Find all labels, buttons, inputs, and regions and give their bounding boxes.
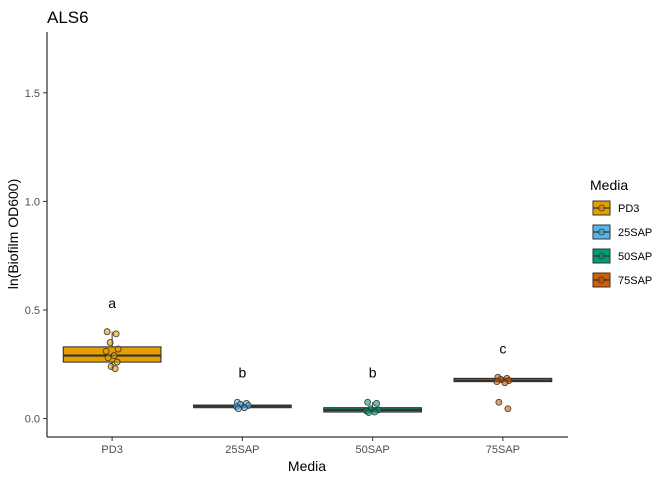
data-point <box>240 404 248 412</box>
data-point <box>493 378 501 386</box>
x-tick-label: 25SAP <box>225 444 259 456</box>
legend-label: 50SAP <box>618 251 652 263</box>
data-point <box>373 399 381 407</box>
data-point <box>113 358 121 366</box>
legend-label: 75SAP <box>618 275 652 287</box>
legend-label: PD3 <box>618 203 639 215</box>
x-tick-label: 75SAP <box>486 444 520 456</box>
legend-swatch-point <box>598 276 605 284</box>
x-tick-label: 50SAP <box>356 444 390 456</box>
legend-item-75sap: 75SAP <box>592 272 652 288</box>
legend-swatch-point <box>598 228 605 236</box>
box-group-50sap <box>323 398 423 416</box>
data-point <box>110 352 118 359</box>
legend-item-pd3: PD3 <box>592 200 639 216</box>
data-point <box>504 405 512 413</box>
data-point <box>106 339 114 346</box>
data-point <box>365 409 373 416</box>
data-point <box>501 379 509 387</box>
y-tick-label: 0.5 <box>25 305 40 317</box>
legend-title: Media <box>590 177 628 193</box>
data-point <box>111 365 119 372</box>
legend-label: 25SAP <box>618 227 652 239</box>
chart-title: ALS6 <box>47 8 89 27</box>
y-tick-label: 0.0 <box>25 414 40 426</box>
y-tick-label: 1.0 <box>25 196 40 208</box>
data-point <box>103 328 111 336</box>
data-point <box>371 408 379 416</box>
x-axis-ticks: PD3 25SAP 50SAP 75SAP <box>101 437 520 456</box>
data-point <box>114 345 122 353</box>
data-point <box>234 405 242 413</box>
data-point <box>364 398 372 406</box>
x-tick-label: PD3 <box>101 444 122 456</box>
significance-label: b <box>369 364 377 380</box>
plot-area: a b b c <box>62 295 553 416</box>
y-axis-title: ln(Biofilm OD600) <box>5 179 21 289</box>
box-group-75sap <box>453 373 553 413</box>
legend: Media PD3 25SAP 50SAP 75SAP <box>590 177 652 288</box>
box-group-25sap <box>192 398 292 413</box>
data-point <box>104 354 112 362</box>
data-point <box>102 347 110 355</box>
significance-label: c <box>499 340 506 356</box>
significance-label: b <box>238 364 246 380</box>
data-point <box>495 398 503 406</box>
y-axis-ticks: 0.0 0.5 1.0 1.5 <box>25 88 47 426</box>
box-group-pd3 <box>62 328 162 372</box>
y-tick-label: 1.5 <box>25 88 40 100</box>
significance-label: a <box>108 295 116 311</box>
legend-swatch-point <box>598 204 605 212</box>
x-axis-title: Media <box>288 458 326 474</box>
data-point <box>112 330 120 338</box>
legend-item-50sap: 50SAP <box>592 248 652 264</box>
legend-item-25sap: 25SAP <box>592 224 652 240</box>
legend-swatch-point <box>598 252 605 260</box>
